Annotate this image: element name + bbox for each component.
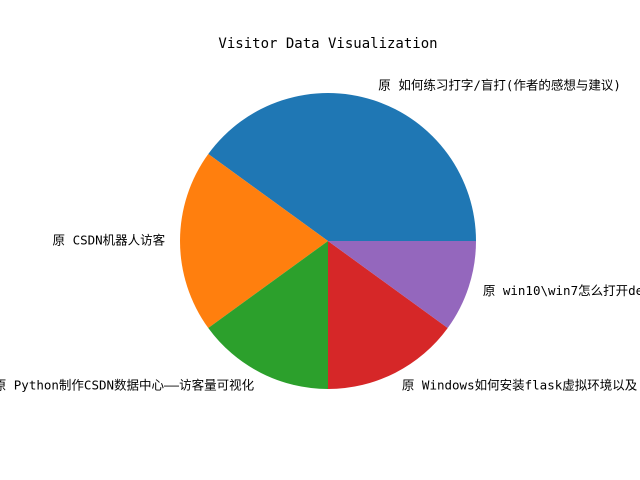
chart-title: Visitor Data Visualization — [218, 36, 437, 52]
pie-slice-5 — [328, 241, 476, 328]
pie-slice-label-1: 原 如何练习打字/盲打(作者的感想与建议) — [378, 78, 621, 93]
pie-slice-label-2: 原 CSDN机器人访客 — [53, 233, 166, 248]
pie-slice-label-3: 原 Python制作CSDN数据中心——访客量可视化 — [0, 378, 255, 393]
pie-slice-1 — [208, 93, 476, 241]
pie-slices — [180, 93, 476, 389]
pie-slice-label-5: 原 win10\win7怎么打开de — [483, 283, 640, 298]
pie-slice-label-4: 原 Windows如何安装flask虚拟环境以及 — [402, 378, 638, 393]
pie-slice-2 — [180, 154, 328, 328]
pie-slice-3 — [208, 241, 328, 389]
pie-slice-4 — [328, 241, 448, 389]
